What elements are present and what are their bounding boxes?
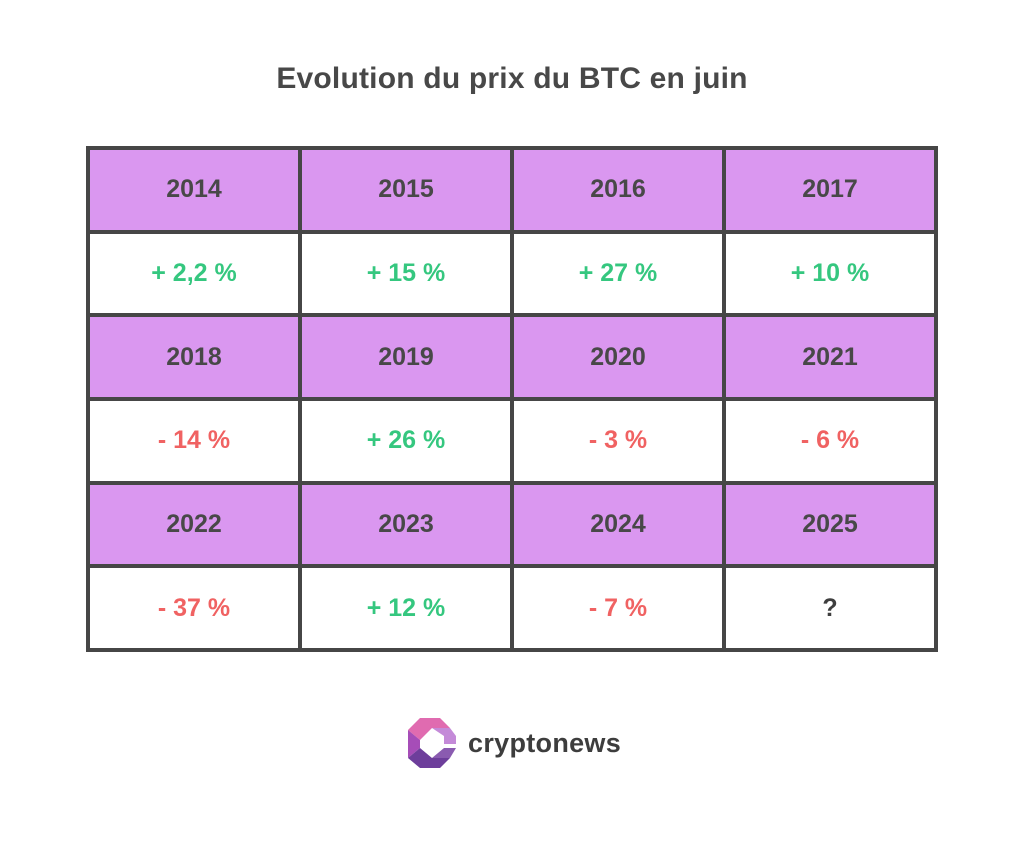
cryptonews-logo-icon xyxy=(408,718,456,768)
logo-text: cryptonews xyxy=(468,727,622,758)
change-cell: - 14 % xyxy=(86,396,302,485)
year-row: 2014 2015 2016 2017 xyxy=(86,146,938,234)
year-cell: 2021 xyxy=(722,313,938,401)
year-cell: 2015 xyxy=(298,146,514,234)
year-cell: 2017 xyxy=(722,146,938,234)
year-cell: 2023 xyxy=(298,480,514,569)
data-table: 2014 2015 2016 2017 + 2,2 % + 15 % + 27 % + 10 … xyxy=(86,146,938,652)
year-cell: 2014 xyxy=(86,146,302,234)
change-cell: + 10 % xyxy=(722,229,938,318)
change-cell: + 2,2 % xyxy=(86,229,302,318)
year-cell: 2024 xyxy=(510,480,726,569)
year-cell: 2018 xyxy=(86,313,302,401)
year-row: 2022 2023 2024 2025 xyxy=(86,480,938,569)
table-body: 2014 2015 2016 2017 + 2,2 % + 15 % + 27 % + 10 … xyxy=(86,146,938,652)
change-cell: - 3 % xyxy=(510,396,726,485)
change-cell: - 6 % xyxy=(722,396,938,485)
year-cell: 2019 xyxy=(298,313,514,401)
change-cell: + 15 % xyxy=(298,229,514,318)
cryptonews-logo: cryptonews xyxy=(406,716,621,770)
year-cell: 2022 xyxy=(86,480,302,569)
chart-title: Evolution du prix du BTC en juin xyxy=(276,62,748,95)
change-cell: ? xyxy=(722,564,938,652)
year-row: 2018 2019 2020 2021 xyxy=(86,313,938,401)
year-cell: 2025 xyxy=(722,480,938,569)
year-cell: 2016 xyxy=(510,146,726,234)
change-cell: + 26 % xyxy=(298,396,514,485)
value-row: - 14 % + 26 % - 3 % - 6 % xyxy=(86,396,938,485)
change-cell: - 7 % xyxy=(510,564,726,652)
value-row: - 37 % + 12 % - 7 %? xyxy=(86,564,938,652)
change-cell: + 12 % xyxy=(298,564,514,652)
value-row: + 2,2 % + 15 % + 27 % + 10 % xyxy=(86,229,938,318)
year-cell: 2020 xyxy=(510,313,726,401)
change-cell: + 27 % xyxy=(510,229,726,318)
btc-june-table: 2014 2015 2016 2017 + 2,2 % + 15 % + 27 % + 10 … xyxy=(86,146,938,652)
change-cell: - 37 % xyxy=(86,564,302,652)
